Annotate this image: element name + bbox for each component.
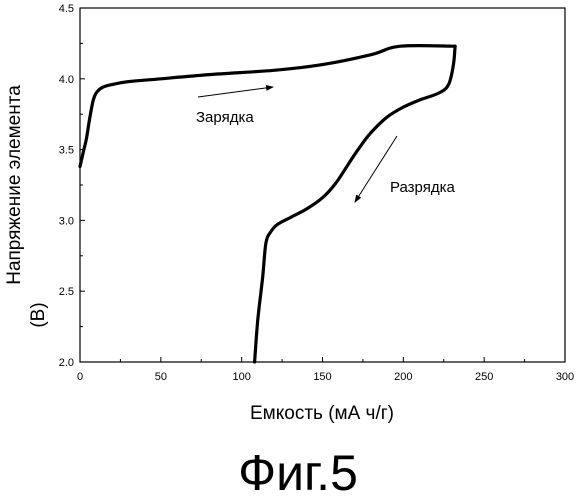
y-tick-label: 3.0 (59, 215, 74, 227)
x-tick-label: 150 (313, 371, 331, 383)
y-tick-label: 4.0 (59, 74, 74, 86)
y-axis-label-line2: (В) (28, 302, 49, 327)
plot-frame (80, 8, 565, 362)
x-axis-ticks: 0 50 100 150 200 250 300 (77, 357, 574, 383)
y-tick-label: 2.0 (59, 357, 74, 369)
y-axis-ticks: 2.0 2.5 3.0 3.5 4.0 4.5 (59, 3, 85, 369)
figure-caption: Фиг.5 (238, 445, 358, 500)
y-tick-label: 4.5 (59, 3, 74, 15)
series-layer (80, 46, 455, 362)
x-tick-label: 250 (475, 371, 493, 383)
y-tick-label: 2.5 (59, 286, 74, 298)
x-tick-label: 300 (556, 371, 574, 383)
charge-arrow (198, 87, 273, 97)
x-axis-label: Емкость (мА ч/г) (250, 403, 394, 424)
x-tick-label: 50 (155, 371, 167, 383)
x-tick-label: 100 (232, 371, 250, 383)
charge-annotation: Зарядка (196, 109, 254, 126)
discharge-annotation: Разрядка (390, 179, 455, 196)
y-axis-label-line1: Напряжение элемента (4, 85, 25, 285)
discharge-curve (255, 46, 456, 362)
charge-curve (80, 46, 455, 167)
x-tick-label: 0 (77, 371, 83, 383)
y-tick-label: 3.5 (59, 145, 74, 157)
x-tick-label: 200 (394, 371, 412, 383)
